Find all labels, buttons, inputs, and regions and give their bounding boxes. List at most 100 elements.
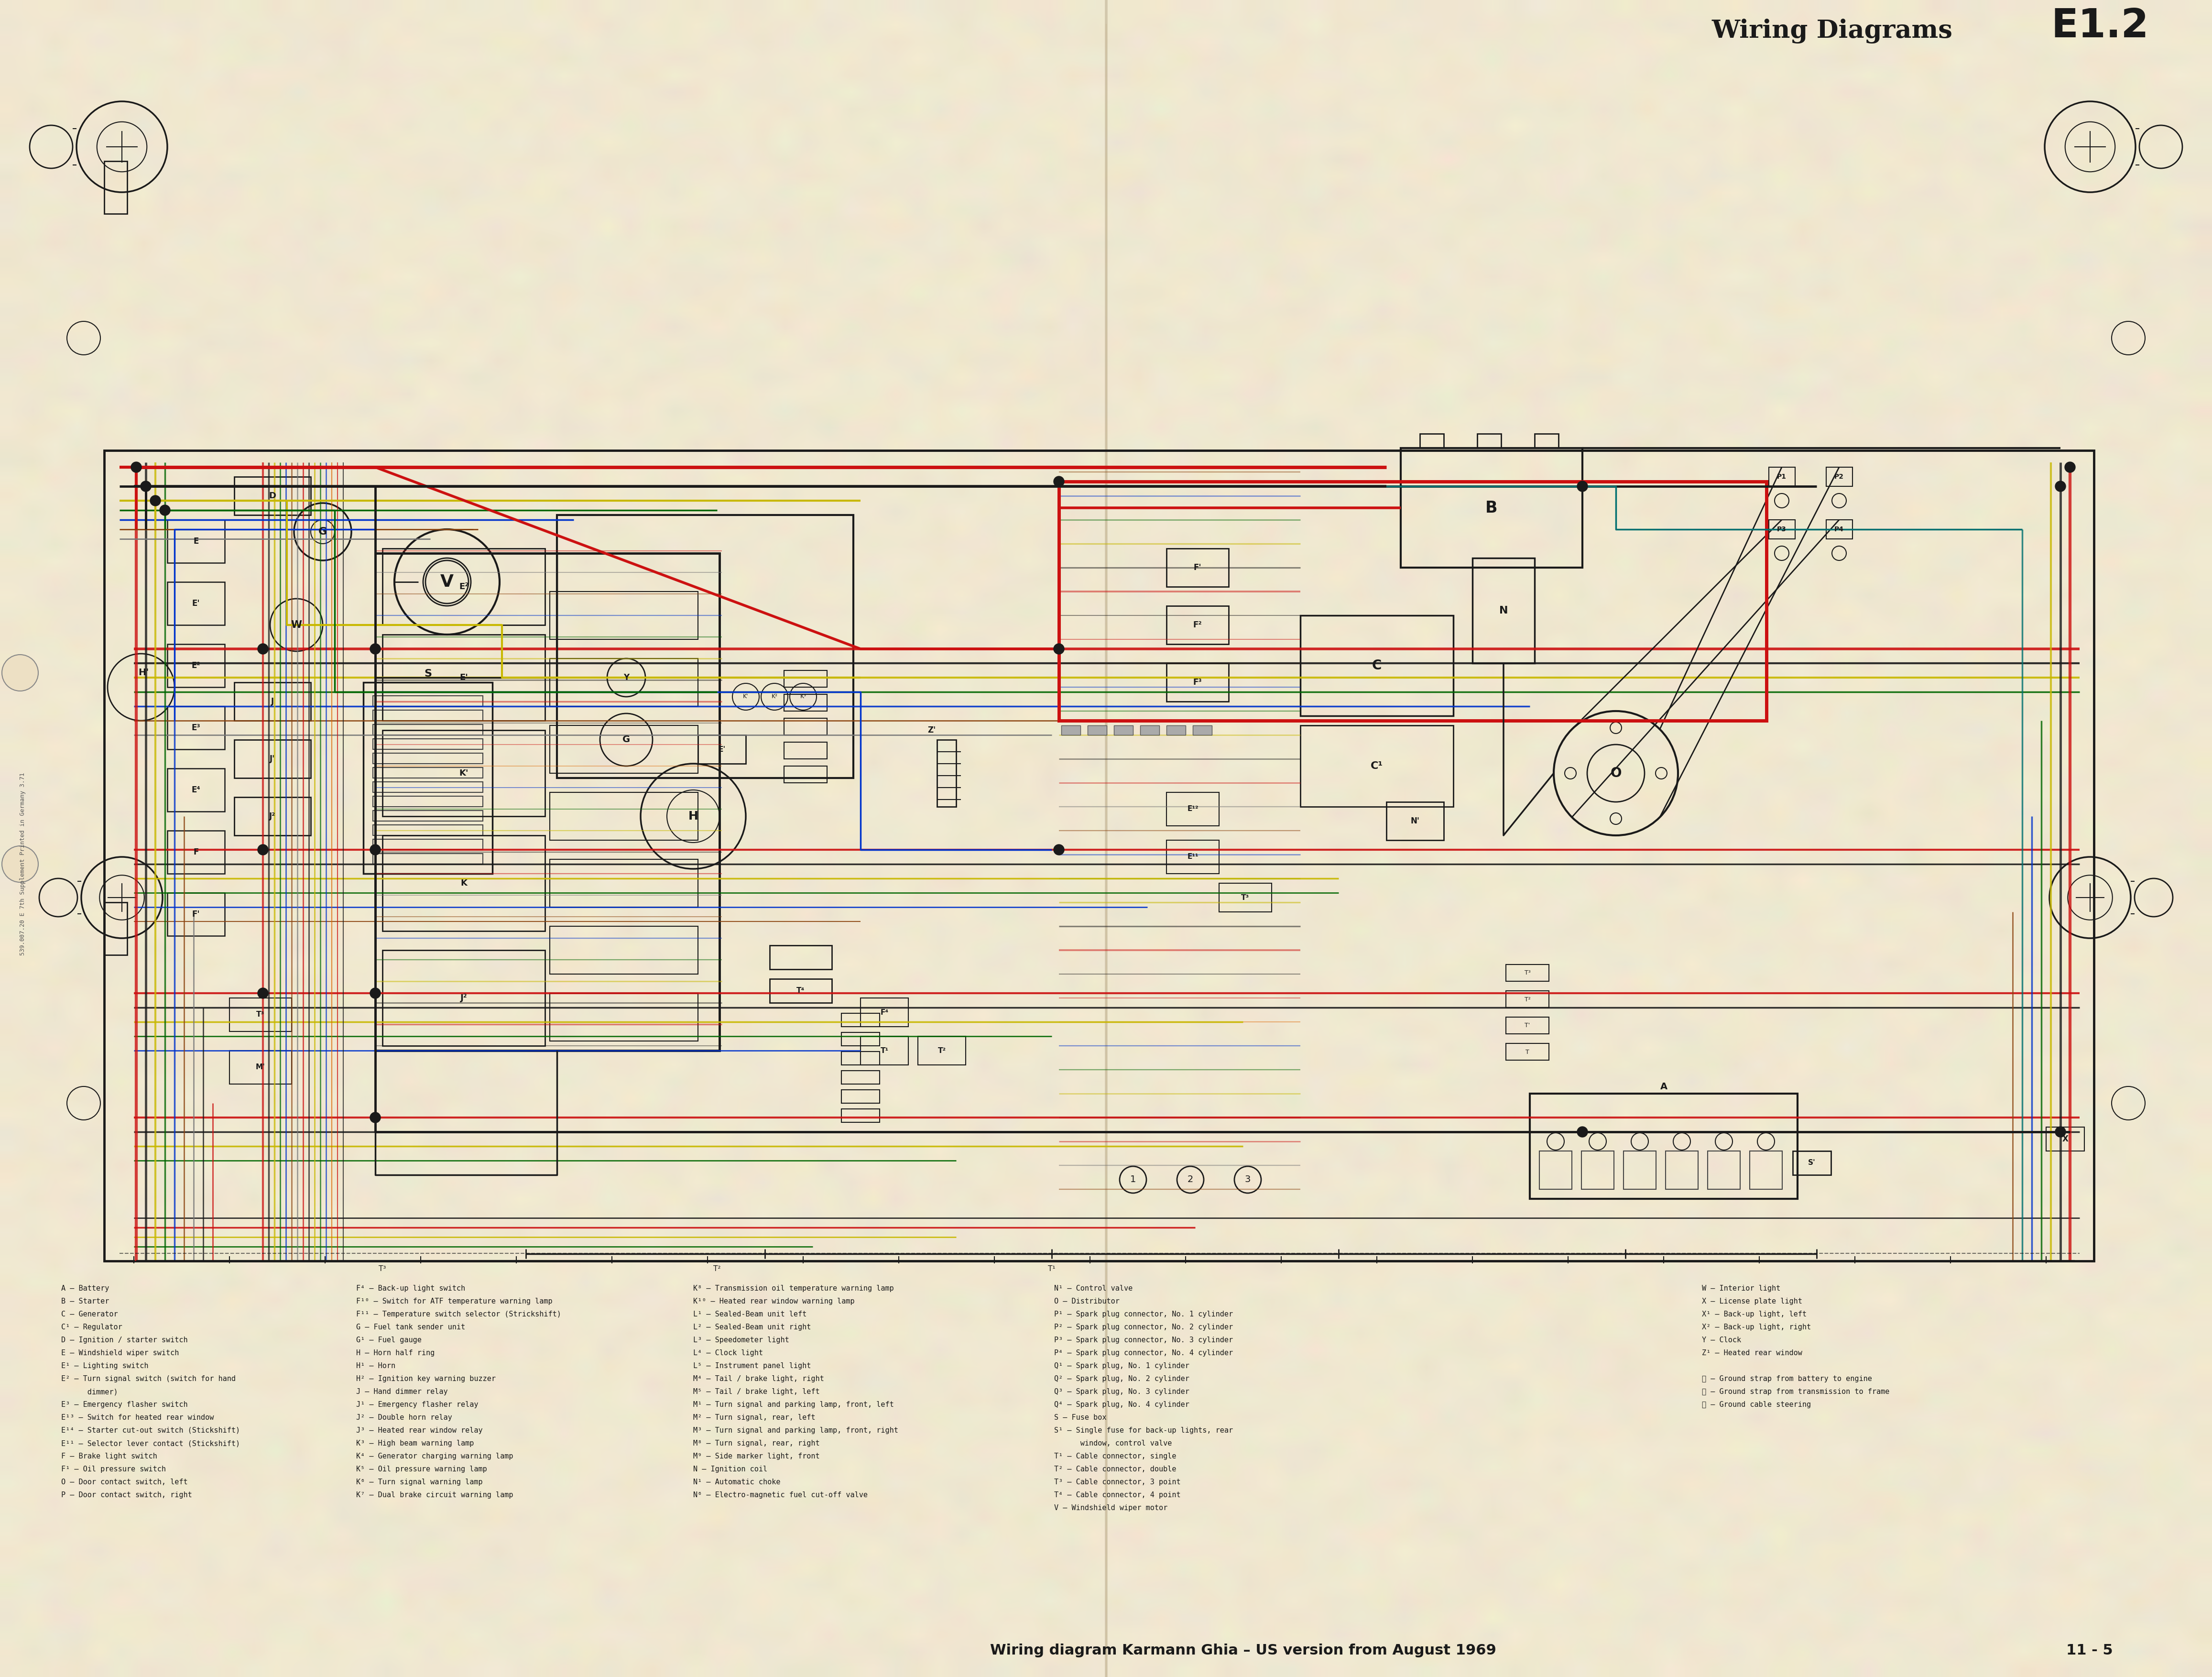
- Bar: [860, 998, 909, 1026]
- Text: H': H': [137, 667, 148, 678]
- Bar: [551, 993, 699, 1041]
- Bar: [230, 998, 292, 1031]
- Text: F: F: [192, 849, 199, 857]
- Text: S: S: [425, 669, 431, 679]
- Circle shape: [159, 505, 170, 515]
- Text: T³: T³: [1524, 969, 1531, 976]
- Text: L⁴ – Clock light: L⁴ – Clock light: [692, 1350, 763, 1357]
- Bar: [918, 1036, 967, 1065]
- Text: B: B: [1486, 500, 1498, 517]
- Text: T¹: T¹: [880, 1046, 889, 1055]
- Text: T³: T³: [257, 1011, 265, 1018]
- Text: N¹ – Control valve: N¹ – Control valve: [1055, 1285, 1133, 1291]
- Text: N⁶ – Electro-magnetic fuel cut-off valve: N⁶ – Electro-magnetic fuel cut-off valve: [692, 1491, 867, 1499]
- Text: T³ – Cable connector, 3 point: T³ – Cable connector, 3 point: [1055, 1479, 1181, 1486]
- Text: M⁵ – Tail / brake light, left: M⁵ – Tail / brake light, left: [692, 1389, 821, 1395]
- Text: E: E: [192, 537, 199, 545]
- Text: P1: P1: [1776, 473, 1787, 480]
- Text: T¹: T¹: [1048, 1264, 1055, 1273]
- Circle shape: [257, 988, 268, 998]
- Bar: [1531, 1093, 1798, 1199]
- Bar: [374, 854, 482, 864]
- Bar: [551, 659, 699, 706]
- Bar: [551, 792, 699, 840]
- Text: T³: T³: [1241, 894, 1250, 901]
- Text: F⁴: F⁴: [880, 1010, 889, 1016]
- Bar: [938, 740, 956, 807]
- Text: H: H: [688, 810, 699, 822]
- Bar: [1166, 605, 1228, 644]
- Bar: [374, 810, 482, 822]
- Text: G: G: [319, 527, 327, 537]
- Text: E³ – Emergency flasher switch: E³ – Emergency flasher switch: [62, 1400, 188, 1409]
- Circle shape: [131, 461, 142, 473]
- Bar: [1750, 1150, 1783, 1189]
- Circle shape: [150, 495, 161, 506]
- Bar: [551, 926, 699, 974]
- Text: M⁹ – Side marker light, front: M⁹ – Side marker light, front: [692, 1452, 821, 1461]
- Bar: [1166, 792, 1219, 825]
- Text: S': S': [1807, 1159, 1816, 1167]
- Bar: [551, 726, 699, 773]
- Text: J² – Double horn relay: J² – Double horn relay: [356, 1414, 451, 1420]
- Text: D – Ignition / starter switch: D – Ignition / starter switch: [62, 1337, 188, 1343]
- Bar: [374, 838, 482, 850]
- Bar: [1062, 726, 1079, 735]
- Bar: [234, 797, 310, 835]
- Text: H – Horn half ring: H – Horn half ring: [356, 1350, 436, 1357]
- Text: M³ – Turn signal and parking lamp, front, right: M³ – Turn signal and parking lamp, front…: [692, 1427, 898, 1434]
- Text: F¹⁰ – Switch for ATF temperature warning lamp: F¹⁰ – Switch for ATF temperature warning…: [356, 1298, 553, 1305]
- Bar: [841, 1090, 880, 1103]
- Bar: [783, 766, 827, 783]
- Bar: [234, 740, 310, 778]
- Bar: [1792, 1150, 1832, 1176]
- Bar: [234, 476, 310, 515]
- Text: dimmer): dimmer): [62, 1389, 117, 1395]
- Bar: [1060, 481, 1767, 721]
- Text: H² – Ignition key warning buzzer: H² – Ignition key warning buzzer: [356, 1375, 495, 1382]
- Bar: [770, 979, 832, 1003]
- Bar: [1540, 1150, 1573, 1189]
- Circle shape: [369, 845, 380, 855]
- Text: G – Fuel tank sender unit: G – Fuel tank sender unit: [356, 1323, 465, 1332]
- Bar: [1478, 434, 1502, 448]
- Text: F': F': [192, 911, 199, 919]
- Text: T': T': [1524, 1023, 1531, 1028]
- Bar: [1166, 662, 1228, 701]
- Circle shape: [142, 481, 150, 491]
- Bar: [1582, 1150, 1615, 1189]
- Text: T²: T²: [1524, 996, 1531, 1003]
- Text: C – Generator: C – Generator: [62, 1311, 117, 1318]
- Bar: [1506, 1018, 1548, 1033]
- Bar: [168, 644, 226, 688]
- Bar: [168, 582, 226, 626]
- Bar: [168, 830, 226, 874]
- Bar: [1166, 548, 1228, 587]
- Text: P4: P4: [1834, 527, 1845, 533]
- Bar: [1473, 558, 1535, 662]
- Bar: [1420, 434, 1444, 448]
- Circle shape: [2064, 461, 2075, 473]
- Text: K: K: [460, 879, 467, 887]
- Text: P¹ – Spark plug connector, No. 1 cylinder: P¹ – Spark plug connector, No. 1 cylinde…: [1055, 1311, 1232, 1318]
- Text: J²: J²: [460, 994, 467, 1003]
- Text: J²: J²: [270, 812, 276, 820]
- Text: J': J': [270, 755, 274, 763]
- Text: window, control valve: window, control valve: [1055, 1441, 1172, 1447]
- Bar: [841, 1051, 880, 1065]
- Text: E²: E²: [192, 661, 201, 669]
- Text: Q² – Spark plug, No. 2 cylinder: Q² – Spark plug, No. 2 cylinder: [1055, 1375, 1190, 1382]
- Text: P⁴ – Spark plug connector, No. 4 cylinder: P⁴ – Spark plug connector, No. 4 cylinde…: [1055, 1350, 1232, 1357]
- Bar: [374, 781, 482, 792]
- Text: Q⁴ – Spark plug, No. 4 cylinder: Q⁴ – Spark plug, No. 4 cylinder: [1055, 1400, 1190, 1409]
- Circle shape: [1053, 845, 1064, 855]
- Bar: [1301, 726, 1453, 807]
- Bar: [168, 520, 226, 563]
- Circle shape: [369, 988, 380, 998]
- Bar: [551, 592, 699, 639]
- Text: L² – Sealed-Beam unit right: L² – Sealed-Beam unit right: [692, 1323, 812, 1332]
- Text: C¹ – Regulator: C¹ – Regulator: [62, 1323, 122, 1332]
- Text: O: O: [1610, 766, 1621, 780]
- Text: Y: Y: [624, 672, 628, 683]
- Text: K': K': [460, 770, 469, 778]
